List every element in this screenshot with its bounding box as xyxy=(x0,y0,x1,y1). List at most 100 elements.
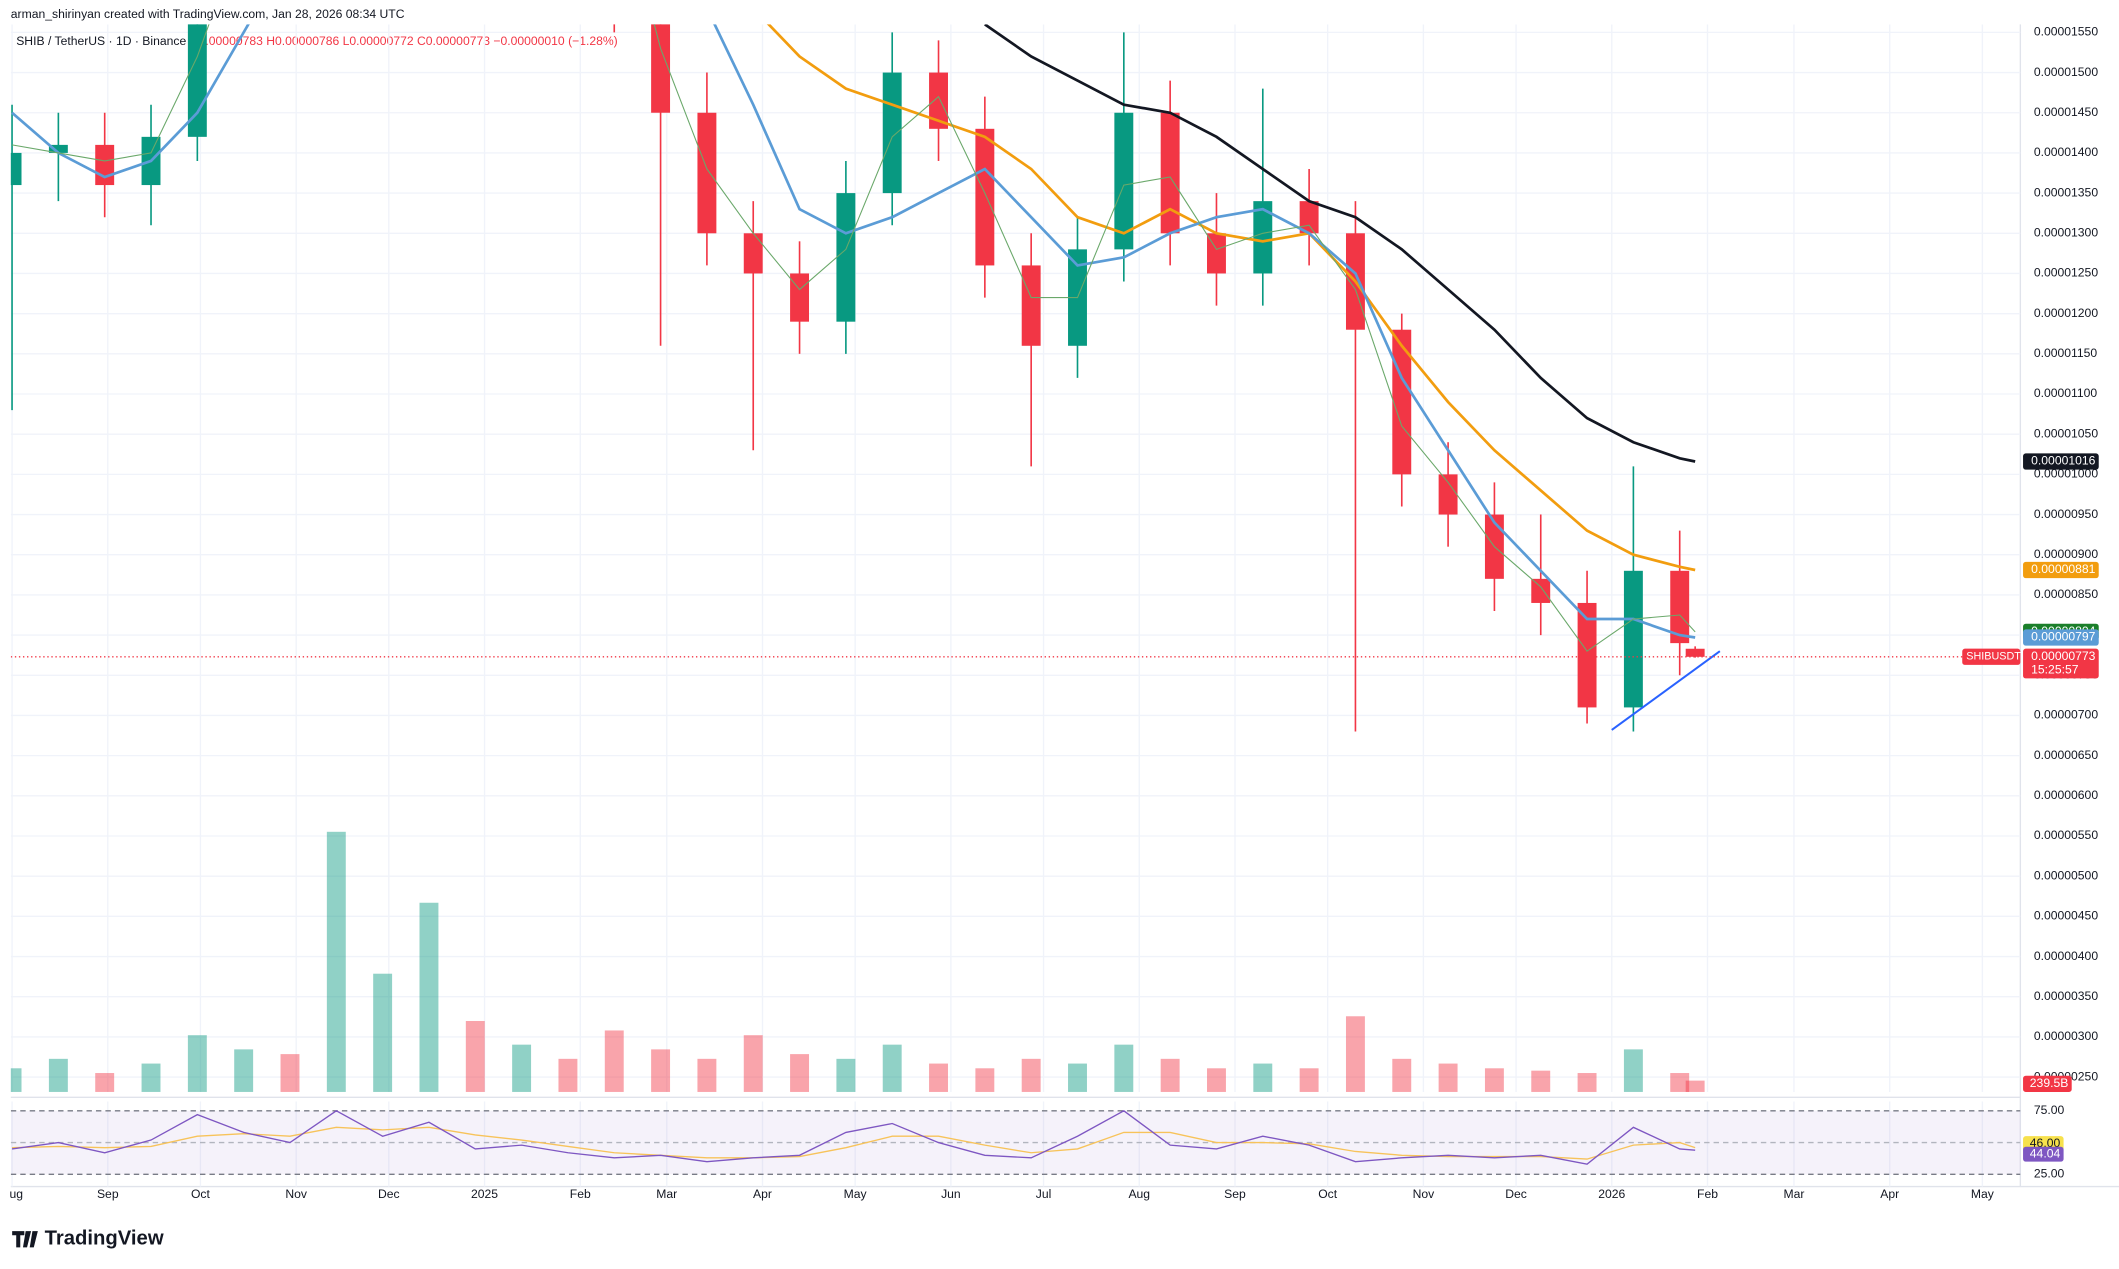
y-tick-label: 0.00001550 xyxy=(2034,25,2098,39)
y-tick-label: 0.00001400 xyxy=(2034,145,2098,159)
volume-bar xyxy=(1438,1063,1458,1092)
volume-bar xyxy=(48,1058,68,1092)
volume-bar xyxy=(95,1073,115,1092)
candle-body xyxy=(929,72,948,129)
volume-bar xyxy=(419,902,439,1092)
y-tick-label: 0.00000600 xyxy=(2034,788,2098,802)
volume-bar xyxy=(465,1021,485,1092)
y-tick-label: 0.00000450 xyxy=(2034,909,2098,923)
candle-body xyxy=(1623,570,1643,708)
volume-tag-label: 239.5B xyxy=(2030,1076,2069,1090)
volume-bar xyxy=(1299,1068,1319,1092)
x-tick-label: Jul xyxy=(1036,1187,1052,1201)
y-tick-label: 0.00001150 xyxy=(2034,346,2098,360)
logo-text: TradingView xyxy=(45,1228,164,1250)
x-tick-label: Oct xyxy=(1318,1187,1338,1201)
volume-bar xyxy=(1160,1058,1180,1092)
volume-bar xyxy=(558,1058,578,1092)
volume-bar xyxy=(743,1035,763,1092)
y-tick-label: 0.00001100 xyxy=(2034,386,2098,400)
volume-bar xyxy=(187,1035,207,1092)
price-tag-label: 0.00000797 xyxy=(2031,630,2095,644)
volume-bar xyxy=(1670,1073,1690,1092)
x-tick-label: Apr xyxy=(753,1187,772,1201)
main-pane xyxy=(10,24,2021,1092)
volume-bar xyxy=(1685,1080,1705,1092)
candle-body xyxy=(95,144,115,186)
x-tick-label: Mar xyxy=(1784,1187,1805,1201)
x-tick-label: Nov xyxy=(1413,1187,1436,1201)
symbol-tag xyxy=(1962,648,2021,665)
x-tick-label: 2026 xyxy=(1598,1187,1625,1201)
price-tag xyxy=(2023,648,2099,679)
x-tick-label: Jun xyxy=(941,1187,961,1201)
price-tag-label: 0.00000881 xyxy=(2031,562,2095,576)
x-tick-label: Mar xyxy=(656,1187,677,1201)
x-tick-label: Feb xyxy=(1697,1187,1718,1201)
volume-bar xyxy=(234,1049,254,1092)
candle-body xyxy=(1253,201,1273,274)
candle-body xyxy=(1670,570,1690,644)
x-tick-label: 2025 xyxy=(471,1187,498,1201)
x-tick-label: May xyxy=(1971,1187,1995,1201)
candle-body xyxy=(1438,474,1458,515)
volume-bar xyxy=(651,1049,671,1092)
overlay: ug Sep Oct Nov Dec 2025 Feb Mar Apr May Jun Jul Aug S… xyxy=(9,25,2099,1201)
moving-average xyxy=(984,24,1696,463)
x-tick-label: Oct xyxy=(191,1187,211,1201)
volume-bar xyxy=(1253,1063,1273,1092)
y-tick-label: 0.00000400 xyxy=(2034,949,2098,963)
y-tick-label: 0.00001350 xyxy=(2034,185,2098,199)
logo: TradingView xyxy=(12,1228,164,1250)
y-tick-label: 0.00001000 xyxy=(2034,467,2098,481)
candle-body xyxy=(651,24,671,113)
ohlc-legend: O0.00000783 H0.00000786 L0.00000772 C0.0… xyxy=(189,34,618,48)
rsi-tag xyxy=(2023,1146,2064,1162)
trendline xyxy=(1611,650,1721,731)
symbol-tag-label: SHIBUSDT xyxy=(1966,651,2021,663)
x-tick-label: Apr xyxy=(1880,1187,1899,1201)
y-tick-label: 0.00000650 xyxy=(2034,748,2098,762)
volume-bar xyxy=(1021,1058,1041,1092)
y-tick-label: 0.00000350 xyxy=(2034,989,2098,1003)
volume-bar xyxy=(1577,1073,1597,1092)
volume-bar xyxy=(836,1058,856,1092)
candle-body xyxy=(697,112,717,234)
y-tick-label: 0.00001050 xyxy=(2034,426,2098,440)
y-tick-label: 0.00000950 xyxy=(2034,507,2098,521)
countdown: 15:25:57 xyxy=(2031,663,2079,677)
volume-bar xyxy=(790,1054,810,1092)
y-tick-label: 0.00001500 xyxy=(2034,65,2098,79)
y-tick-label: 0.00001200 xyxy=(2034,306,2098,320)
volume-bar xyxy=(975,1068,995,1092)
volume-bar xyxy=(1345,1016,1365,1092)
volume-bar xyxy=(280,1054,300,1092)
volume-bar xyxy=(1531,1070,1551,1092)
rsi-tag-label: 44.04 xyxy=(2030,1146,2061,1160)
price-tag xyxy=(2023,629,2099,646)
y-tick-label: 0.00000300 xyxy=(2034,1029,2098,1043)
x-tick-label: Nov xyxy=(285,1187,308,1201)
candle-body xyxy=(1021,265,1041,346)
volume-bar xyxy=(929,1063,948,1092)
volume-bar xyxy=(1068,1063,1087,1092)
attribution: arman_shirinyan created with TradingView… xyxy=(11,7,405,21)
volume-bar xyxy=(604,1030,624,1092)
candle-body xyxy=(743,233,763,274)
y-tick-label: 0.00001300 xyxy=(2034,226,2098,240)
candle-body xyxy=(882,72,902,194)
volume-tag xyxy=(2023,1075,2072,1092)
logo-icon xyxy=(12,1231,38,1248)
x-tick-label: Dec xyxy=(378,1187,400,1201)
x-tick-label: Sep xyxy=(1224,1187,1246,1201)
volume-bar xyxy=(1484,1068,1504,1092)
y-tick-label: 0.00001250 xyxy=(2034,266,2098,280)
volume-bar xyxy=(1207,1068,1226,1092)
candle-body xyxy=(1685,648,1705,657)
volume-bar xyxy=(512,1044,532,1092)
volume-bar xyxy=(882,1044,902,1092)
y-tick-label: 0.00000700 xyxy=(2034,708,2098,722)
x-tick-label: ug xyxy=(9,1187,23,1201)
candle-body xyxy=(1160,112,1180,234)
x-tick-label: Sep xyxy=(97,1187,119,1201)
